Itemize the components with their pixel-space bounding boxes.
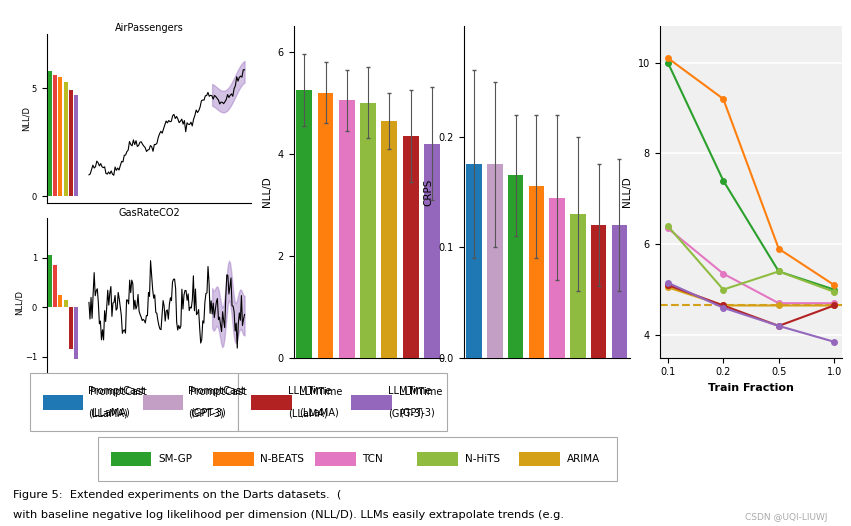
Bar: [59, 295, 62, 307]
Bar: [317, 93, 334, 358]
Text: (GPT-3): (GPT-3): [398, 408, 435, 418]
Text: (LLaMA): (LLaMA): [90, 408, 130, 418]
Bar: [550, 198, 565, 358]
Text: LLMTime: LLMTime: [288, 386, 331, 396]
Text: (LLaMA): (LLaMA): [288, 409, 328, 419]
X-axis label: Train Fraction: Train Fraction: [708, 383, 794, 393]
Text: (GPT-3): (GPT-3): [190, 408, 226, 418]
Text: CSDN @UQI-LIUWJ: CSDN @UQI-LIUWJ: [745, 513, 827, 522]
Bar: [424, 144, 440, 358]
Bar: [69, 307, 72, 349]
Bar: [49, 71, 52, 196]
Title: GasRateCO2: GasRateCO2: [118, 208, 180, 218]
Bar: [381, 120, 397, 358]
Bar: [296, 90, 312, 358]
Bar: [612, 225, 627, 358]
Text: ARIMA: ARIMA: [567, 454, 600, 464]
Text: Figure 5:  Extended experiments on the Darts datasets.  (: Figure 5: Extended experiments on the Da…: [13, 490, 341, 500]
Bar: [508, 175, 523, 358]
Text: (LLaMA): (LLaMA): [299, 408, 339, 418]
Bar: [54, 75, 57, 196]
Y-axis label: NLL/D: NLL/D: [622, 177, 632, 207]
Bar: [403, 136, 419, 358]
Text: (LLaMA): (LLaMA): [88, 409, 128, 419]
Text: with baseline negative log likelihood per dimension (NLL/D). LLMs easily extrapo: with baseline negative log likelihood pe…: [13, 510, 563, 520]
Bar: [64, 82, 67, 196]
Y-axis label: NLL/D: NLL/D: [21, 106, 31, 131]
Text: PromptCast: PromptCast: [88, 386, 145, 396]
Bar: [466, 164, 482, 358]
Text: (GPT-3): (GPT-3): [187, 409, 224, 419]
Bar: [528, 186, 544, 358]
Text: (GPT-3): (GPT-3): [387, 409, 424, 419]
Text: LLMTime: LLMTime: [387, 386, 431, 396]
Y-axis label: NLL/D: NLL/D: [14, 290, 24, 315]
Text: PromptCast: PromptCast: [90, 387, 147, 397]
Bar: [69, 90, 72, 196]
Bar: [591, 225, 607, 358]
Bar: [54, 265, 57, 307]
Y-axis label: CRPS: CRPS: [423, 178, 433, 206]
Text: N-BEATS: N-BEATS: [260, 454, 305, 464]
Text: PromptCast: PromptCast: [190, 387, 247, 397]
Bar: [74, 307, 78, 359]
Bar: [360, 103, 376, 358]
Text: LLMTime: LLMTime: [398, 387, 442, 397]
Bar: [487, 164, 503, 358]
Text: LLMTime: LLMTime: [299, 387, 342, 397]
Bar: [570, 214, 585, 358]
Bar: [74, 95, 78, 196]
Y-axis label: NLL/D: NLL/D: [262, 177, 272, 207]
Text: PromptCast: PromptCast: [187, 386, 244, 396]
Text: SM-GP: SM-GP: [158, 454, 192, 464]
Bar: [49, 256, 52, 307]
Bar: [339, 100, 355, 358]
Text: TCN: TCN: [363, 454, 383, 464]
Bar: [59, 77, 62, 196]
Bar: [64, 300, 67, 307]
Text: N-HiTS: N-HiTS: [465, 454, 500, 464]
Title: AirPassengers: AirPassengers: [115, 24, 183, 34]
